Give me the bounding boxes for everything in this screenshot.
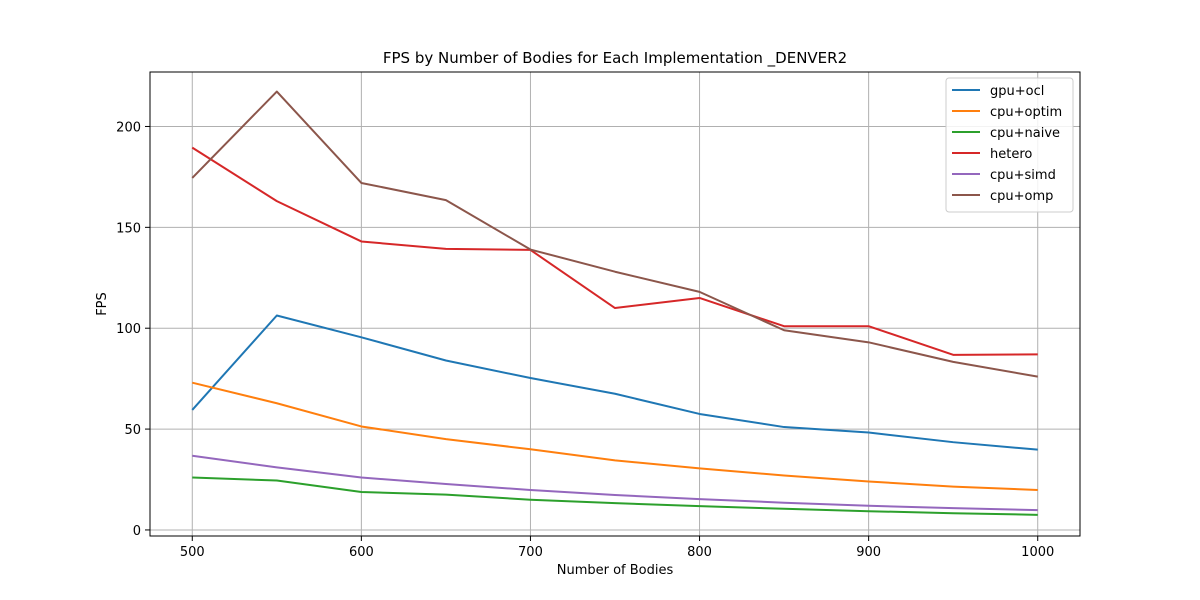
series-lines [191, 90, 1038, 516]
x-tick-label: 1000 [1021, 545, 1054, 560]
series-line-hetero [191, 146, 1038, 356]
series-line-cpu-omp [191, 90, 1038, 378]
x-tick-label: 900 [856, 545, 881, 560]
x-tick-label: 500 [180, 545, 205, 560]
y-tick-label: 200 [116, 120, 141, 135]
legend-label: cpu+optim [990, 105, 1062, 120]
series-line-cpu-optim [192, 381, 1038, 491]
legend-label: gpu+ocl [990, 84, 1044, 99]
series-line-gpu-ocl [191, 314, 1038, 451]
x-axis-label: Number of Bodies [557, 563, 674, 578]
legend: gpu+ocl cpu+optim cpu+naive hetero cpu+simd c… [945, 77, 1074, 213]
legend-label: cpu+naive [990, 126, 1060, 141]
chart-title: FPS by Number of Bodies for Each Impleme… [383, 49, 847, 68]
legend-label: hetero [990, 147, 1032, 162]
y-tick-label: 150 [116, 221, 141, 236]
axis-ticks: 500 600 700 800 900 1000 0 50 100 150 200 [116, 120, 1054, 560]
x-tick-label: 600 [349, 545, 374, 560]
x-tick-label: 800 [687, 545, 712, 560]
plot-frame [149, 71, 1081, 537]
y-axis-label: FPS [95, 292, 110, 316]
legend-label: cpu+omp [990, 189, 1053, 204]
series-line-cpu-simd [192, 454, 1038, 512]
y-tick-label: 50 [124, 423, 141, 438]
y-tick-label: 100 [116, 322, 141, 337]
grid-lines [150, 72, 1080, 536]
y-tick-label: 0 [133, 524, 141, 539]
x-tick-label: 700 [518, 545, 543, 560]
legend-label: cpu+simd [990, 168, 1056, 183]
series-line-cpu-naive [192, 476, 1038, 516]
